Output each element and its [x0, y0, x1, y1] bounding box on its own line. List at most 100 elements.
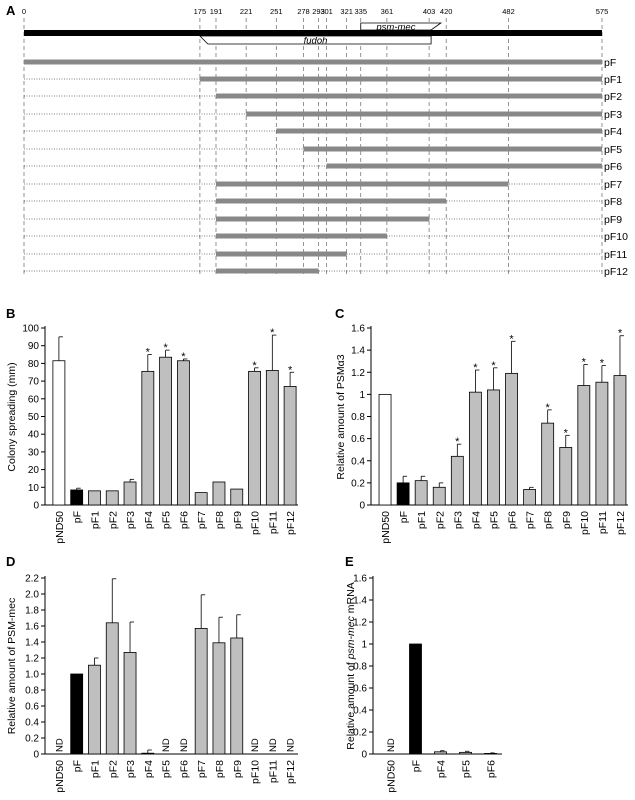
y-tick-label: 0.6 — [25, 702, 39, 713]
x-tick-label: pF5 — [488, 511, 500, 529]
y-tick-label: 1.2 — [25, 654, 39, 665]
bar — [212, 481, 226, 506]
construct-bar — [24, 59, 602, 65]
y-axis-label-part: mRNA — [345, 582, 357, 616]
psm-mec-gene-arrow — [360, 22, 443, 31]
construct-label: pF3 — [604, 109, 622, 121]
x-tick-label: pF12 — [285, 511, 297, 535]
position-label: 278 — [297, 7, 310, 16]
x-tick-label: pF11 — [267, 760, 279, 783]
bar — [613, 375, 627, 506]
x-tick-label: pF11 — [267, 511, 279, 534]
x-tick-label: pND50 — [54, 511, 66, 544]
nd-label: ND — [286, 738, 297, 752]
x-tick-label: pF4 — [143, 511, 155, 529]
construct-bar — [215, 181, 509, 187]
bar — [283, 386, 297, 506]
bar — [434, 751, 447, 755]
x-tick-label: pND50 — [380, 511, 392, 544]
x-tick-label: pF4 — [143, 760, 155, 778]
psm-mec-label: psm-mec — [375, 22, 415, 33]
position-label: 293 — [312, 7, 325, 16]
y-tick-label: 0.2 — [351, 478, 365, 489]
bar — [194, 492, 208, 506]
panel-letter: B — [6, 306, 15, 321]
construct-label: pF1 — [604, 74, 622, 86]
bar — [523, 489, 537, 506]
bar — [230, 488, 244, 506]
construct-label: pF5 — [604, 144, 622, 156]
construct-label: pF4 — [604, 126, 622, 138]
significance-marker: * — [288, 364, 293, 376]
x-tick-label: pF4 — [436, 760, 448, 778]
y-tick-label: 30 — [28, 447, 40, 458]
bar — [541, 422, 555, 506]
fudoh-gene-arrow — [198, 35, 432, 45]
y-tick-label: 0.8 — [353, 662, 367, 673]
position-label: 482 — [502, 7, 515, 16]
x-tick-label: pF6 — [486, 760, 498, 778]
x-tick-label: pF11 — [597, 511, 609, 534]
y-axis-label: Colony spreading (mm) — [6, 362, 18, 471]
y-tick-label: 1.6 — [351, 324, 365, 335]
y-tick-label: 40 — [28, 430, 40, 441]
x-tick-label: pF3 — [125, 511, 137, 529]
x-tick-label: pND50 — [386, 760, 398, 793]
position-label: 251 — [270, 7, 283, 16]
y-tick-label: 10 — [28, 483, 40, 494]
bar — [123, 652, 137, 755]
panel-letter: D — [6, 554, 15, 569]
nd-label: ND — [54, 738, 65, 752]
y-tick-label: 0.4 — [351, 456, 365, 467]
y-tick-label: 70 — [28, 377, 40, 388]
bar — [595, 381, 609, 506]
bar — [194, 628, 208, 755]
significance-marker: * — [181, 351, 186, 363]
construct-bar — [215, 251, 347, 257]
x-tick-label: pF7 — [196, 511, 208, 529]
x-tick-label: pF8 — [214, 760, 226, 778]
bar — [105, 622, 119, 755]
y-tick-label: 60 — [28, 394, 40, 405]
bar — [230, 637, 244, 755]
construct-label: pF10 — [604, 231, 628, 243]
x-tick-label: pF7 — [525, 511, 537, 529]
position-label: 420 — [440, 7, 453, 16]
y-tick-label: 1.4 — [351, 346, 365, 357]
position-label: 575 — [596, 7, 609, 16]
construct-bar — [199, 76, 603, 82]
construct-label: pF9 — [604, 214, 622, 226]
bar — [378, 393, 392, 506]
x-tick-label: pF10 — [250, 511, 262, 535]
bar — [559, 447, 573, 506]
y-tick-label: 0.4 — [25, 718, 39, 729]
y-axis-label: Relative amount of psm-mec mRNA — [345, 582, 357, 749]
x-tick-label: pF3 — [452, 511, 464, 529]
construct-label: pF8 — [604, 196, 622, 208]
bar — [396, 482, 410, 506]
significance-marker: * — [582, 357, 587, 369]
construct-label: pF11 — [604, 249, 627, 261]
bar — [484, 753, 497, 755]
position-label: 321 — [340, 7, 353, 16]
bar — [577, 385, 591, 506]
construct-bar — [246, 111, 602, 117]
x-tick-label: pF — [411, 760, 423, 772]
y-tick-label: 0.8 — [351, 412, 365, 423]
y-tick-label: 0.2 — [25, 734, 39, 745]
significance-marker: * — [491, 360, 496, 372]
panel-a-letter: A — [6, 3, 16, 18]
y-tick-label: 2.2 — [25, 574, 39, 585]
nd-label: ND — [250, 738, 261, 752]
x-tick-label: pF5 — [161, 511, 173, 529]
bar — [159, 356, 173, 506]
bar — [432, 486, 446, 506]
y-tick-label: 20 — [28, 465, 40, 476]
y-tick-label: 0 — [359, 501, 365, 512]
position-label: 335 — [354, 7, 367, 16]
fudoh-label: fudoh — [304, 36, 328, 47]
construct-bar — [215, 198, 447, 204]
x-tick-label: pF12 — [285, 760, 297, 784]
bar — [141, 370, 155, 506]
